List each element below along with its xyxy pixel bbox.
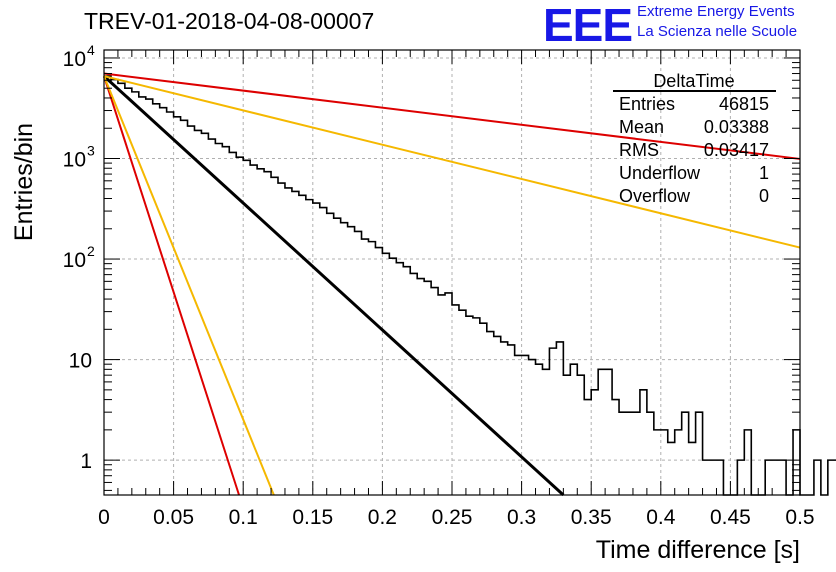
y-tick-label: 10 xyxy=(63,48,86,71)
x-tick-label: 0 xyxy=(98,506,110,529)
curve-layer xyxy=(102,72,801,497)
curve-fit xyxy=(102,74,565,497)
histogram-bars xyxy=(104,75,836,496)
eee-logo: EEE xyxy=(543,0,633,51)
stats-label: Overflow xyxy=(619,186,691,206)
run-title: TREV-01-2018-04-08-00007 xyxy=(84,8,375,34)
x-tick-label: 0.15 xyxy=(292,506,333,529)
y-tick-label: 10 xyxy=(63,249,86,272)
stats-label: Mean xyxy=(619,117,664,137)
stats-box: DeltaTime Entries 46815 Mean 0.03388 RMS 0.034… xyxy=(613,71,776,206)
curve-orange_slow xyxy=(103,75,801,249)
y-axis-label: Entries/bin xyxy=(10,123,38,241)
logo-line-2: La Scienza nelle Scuole xyxy=(637,23,798,40)
axes: 0 0.05 0.1 0.15 0.2 0.25 0.3 0.35 0.4 0.45 0.51101… xyxy=(63,42,815,529)
stats-value: 1 xyxy=(759,163,769,183)
x-tick-label: 0.2 xyxy=(368,506,397,529)
stats-label: Underflow xyxy=(619,163,701,183)
stats-title: DeltaTime xyxy=(653,71,734,91)
x-tick-label: 0.45 xyxy=(710,506,751,529)
y-tick-label: 10 xyxy=(69,350,92,373)
x-tick-label: 0.35 xyxy=(571,506,612,529)
stats-value: 0 xyxy=(759,186,769,206)
x-tick-label: 0.1 xyxy=(229,506,258,529)
stats-value: 0.03417 xyxy=(704,140,769,160)
x-tick-label: 0.4 xyxy=(646,506,676,529)
y-tick-exponent: 4 xyxy=(87,42,95,58)
x-axis-label: Time difference [s] xyxy=(596,536,800,564)
x-tick-label: 0.5 xyxy=(785,506,814,529)
stats-label: RMS xyxy=(619,140,659,160)
y-tick-label: 10 xyxy=(63,149,86,172)
x-tick-label: 0.05 xyxy=(153,506,194,529)
histogram-layer xyxy=(104,75,836,496)
logo-line-1: Extreme Energy Events xyxy=(637,3,795,20)
stats-label: Entries xyxy=(619,94,675,114)
y-tick-exponent: 2 xyxy=(87,243,95,259)
curve-orange_steep xyxy=(103,75,275,496)
y-tick-label: 1 xyxy=(80,450,92,473)
x-tick-label: 0.3 xyxy=(507,506,536,529)
stats-value: 46815 xyxy=(719,94,769,114)
x-tick-label: 0.25 xyxy=(432,506,473,529)
curve-red_slow xyxy=(103,72,801,160)
y-tick-exponent: 3 xyxy=(87,143,95,159)
stats-value: 0.03388 xyxy=(704,117,769,137)
curve-red_steep xyxy=(103,75,240,496)
